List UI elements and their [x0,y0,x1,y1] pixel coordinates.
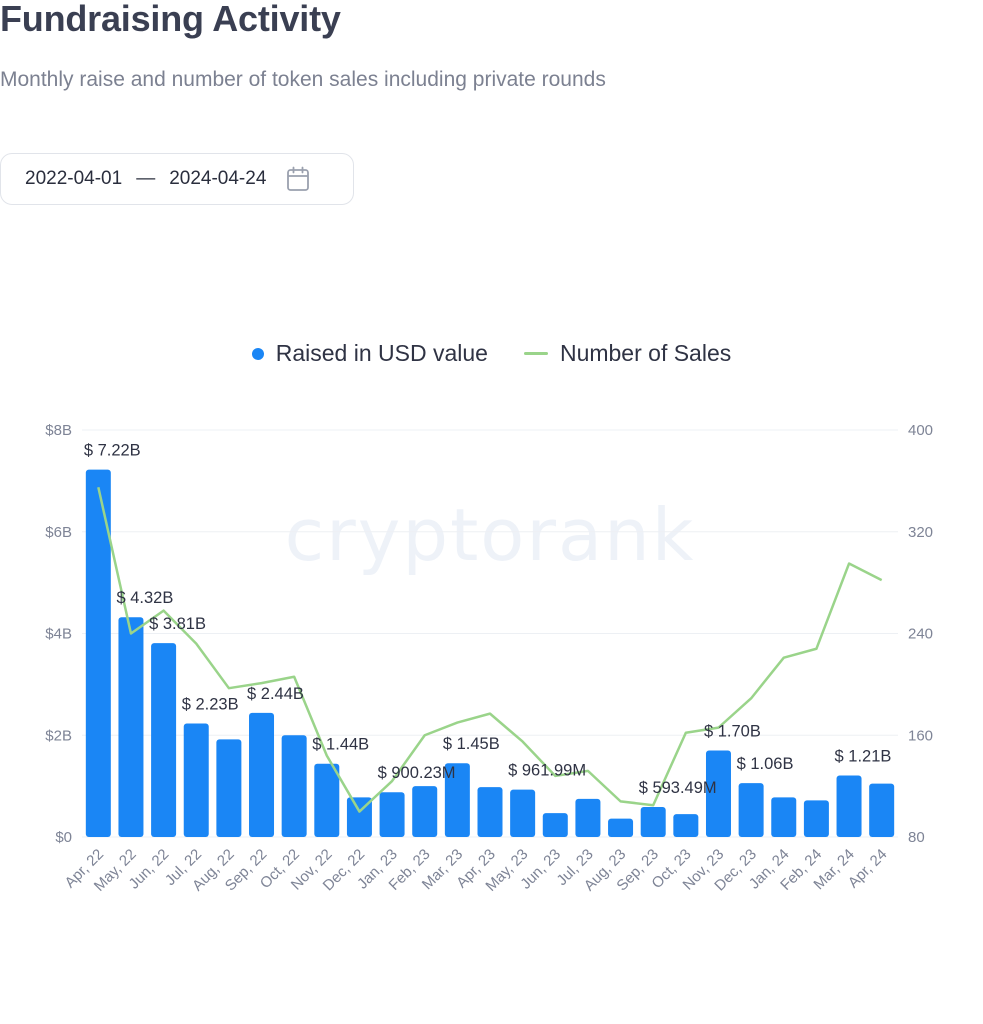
legend-line-icon [523,352,548,355]
bar [249,712,275,837]
bar [314,763,340,837]
end-date[interactable]: 2024-04-24 [169,168,267,189]
bar [510,789,536,837]
y-left-tick-label: $4B [45,626,72,643]
legend-label-sales: Number of Sales [559,340,732,366]
bar-data-label: $ 961.99M [508,762,586,780]
y-right-tick-label: 160 [908,727,933,744]
date-range-picker[interactable]: 2022-04-01 — 2024-04-24 [0,153,354,205]
legend-label-raised: Raised in USD value [275,340,488,366]
date-separator: — [136,168,156,189]
legend-dot-icon [251,347,264,360]
bar [183,723,209,837]
bar [575,798,601,837]
bar [85,469,111,837]
bar [803,800,829,837]
bar-data-label: $ 1.06B [737,755,794,773]
page-title: Fundraising Activity [0,0,341,39]
legend-item-sales[interactable]: Number of Sales [523,340,732,367]
calendar-icon[interactable] [286,166,310,192]
chart-legend: Raised in USD value Number of Sales [0,340,983,367]
legend-item-raised[interactable]: Raised in USD value [251,340,488,367]
bar [836,775,862,837]
bar-data-label: $ 1.21B [835,747,892,765]
y-right-tick-label: 240 [908,626,933,643]
start-date[interactable]: 2022-04-01 [25,168,123,189]
bar-data-label: $ 7.22B [84,442,141,460]
bar [673,814,699,837]
bar [216,739,242,837]
y-left-tick-label: $0 [55,829,72,846]
bar-data-label: $ 1.44B [312,736,369,754]
bar [281,735,307,837]
bar [151,643,177,837]
bar-data-label: $ 2.23B [182,696,239,714]
bar-data-label: $ 4.32B [116,589,173,607]
bar [444,763,470,837]
watermark-text: cryptorank [285,493,696,577]
bar [771,797,797,837]
y-left-tick-label: $2B [45,727,72,744]
bar-data-label: $ 2.44B [247,685,304,703]
bar [412,786,438,837]
bar-data-label: $ 1.45B [443,735,500,753]
y-left-tick-label: $8B [45,422,72,439]
bar [118,617,144,837]
bar-data-label: $ 900.23M [378,764,456,782]
bar [705,750,731,837]
bar-data-label: $ 3.81B [149,615,206,633]
bar-data-label: $ 593.49M [639,779,717,797]
bar [477,787,503,837]
y-right-tick-label: 320 [908,524,933,541]
y-left-tick-label: $6B [45,524,72,541]
bar [640,806,666,837]
bar [542,813,568,837]
page-subtitle: Monthly raise and number of token sales … [0,68,606,91]
bar [869,783,895,837]
bar [738,783,764,837]
y-right-tick-label: 80 [908,829,925,846]
bar [608,818,634,837]
fundraising-chart: cryptorank $0 $2B $4B $6B $8B 80 160 240 320 400 $ … [45,422,933,895]
bar [379,792,405,837]
bar-data-label: $ 1.70B [704,723,761,741]
y-right-tick-label: 400 [908,422,933,439]
